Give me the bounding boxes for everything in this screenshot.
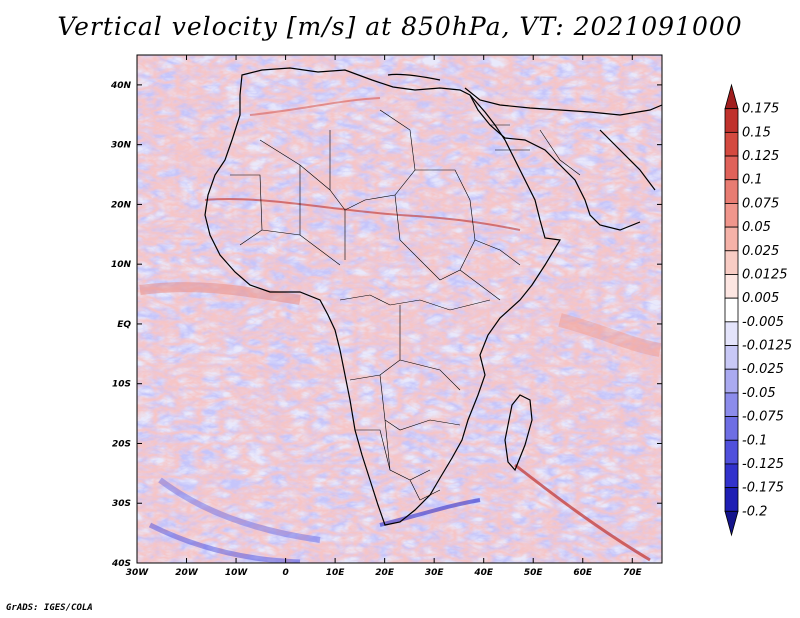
lon-label: 60E <box>573 568 593 578</box>
colorbar-label: -0.2 <box>742 504 767 519</box>
colorbar-swatch <box>724 439 739 465</box>
colorbar-swatch <box>724 297 739 323</box>
colorbar-label: 0.075 <box>742 196 779 211</box>
colorbar-swatch <box>724 226 739 252</box>
lon-label: 0 <box>282 568 288 578</box>
latitude-axis: 40N 30N 20N 10N EQ 10S 20S 30S 40S <box>110 81 662 569</box>
colorbar-label: 0.1 <box>742 173 763 188</box>
lon-label: 40E <box>473 568 494 578</box>
lat-label: 30S <box>112 499 131 509</box>
lon-label: 20E <box>375 568 395 578</box>
colorbar-swatch <box>724 463 739 489</box>
lon-label: 30W <box>126 568 150 578</box>
lon-label: 20W <box>175 568 199 578</box>
colorbar-swatch <box>724 510 739 537</box>
lat-label: EQ <box>117 320 131 330</box>
colorbar-swatch <box>724 321 739 346</box>
lon-label: 50E <box>524 568 544 578</box>
lat-label: 10N <box>111 260 132 270</box>
grads-credit: GrADS: IGES/COLA <box>6 603 93 613</box>
colorbar-label: -0.0125 <box>742 339 792 354</box>
colorbar-label: -0.1 <box>742 433 767 448</box>
colorbar-swatch <box>724 487 739 512</box>
colorbar-swatch <box>724 203 739 228</box>
lat-label: 10S <box>112 380 131 390</box>
lat-label: 40N <box>110 81 132 91</box>
colorbar-label: -0.005 <box>742 315 784 330</box>
colorbar-label: 0.15 <box>742 125 771 140</box>
colorbar-label: 0.0125 <box>742 267 788 282</box>
lat-label: 40S <box>111 559 131 569</box>
colorbar-swatch <box>724 83 739 110</box>
colorbar-swatch <box>724 131 739 157</box>
colorbar-swatch <box>724 274 739 299</box>
colorbar-swatch <box>724 368 739 394</box>
colorbar-swatch <box>724 179 739 204</box>
lat-label: 20S <box>112 439 131 449</box>
plot-frame <box>136 54 663 564</box>
colorbar-label: -0.05 <box>742 386 776 401</box>
colorbar-swatch <box>724 416 739 441</box>
lon-label: 30E <box>425 568 445 578</box>
colorbar-label: 0.125 <box>742 149 779 164</box>
colorbar-swatch <box>724 108 739 133</box>
lon-label: 70E <box>623 568 643 578</box>
colorbar-label: -0.125 <box>742 457 784 472</box>
colorbar-label: -0.075 <box>742 410 784 425</box>
colorbar-swatch <box>724 392 739 417</box>
colorbar-label: 0.05 <box>742 220 771 235</box>
map-figure: 40N 30N 20N 10N EQ 10S 20S 30S 40S 30W 20W 10W 0 10E… <box>110 54 792 578</box>
longitude-axis: 30W 20W 10W 0 10E 20E 30E 40E 50E 60E 70E <box>126 55 643 578</box>
colorbar-label: 0.025 <box>742 244 779 259</box>
colorbar-label: 0.005 <box>742 291 779 306</box>
coastlines <box>204 67 662 526</box>
lon-label: 10W <box>225 568 249 578</box>
colorbar-label: 0.175 <box>742 102 779 117</box>
colorbar-swatch <box>724 345 739 370</box>
colorbar-label: -0.025 <box>742 362 784 377</box>
velocity-field <box>137 55 662 563</box>
map-title: Vertical velocity [m/s] at 850hPa, VT: 2… <box>57 12 743 41</box>
lon-label: 10E <box>326 568 346 578</box>
colorbar-swatch <box>724 250 739 275</box>
colorbar: 0.175 0.15 0.125 0.1 0.075 0.05 0.025 0.0125 0.0… <box>724 83 792 537</box>
lat-label: 20N <box>111 200 132 210</box>
colorbar-swatch <box>724 155 739 181</box>
country-borders <box>230 109 581 501</box>
lat-label: 30N <box>111 141 132 151</box>
colorbar-label: -0.175 <box>742 481 784 496</box>
